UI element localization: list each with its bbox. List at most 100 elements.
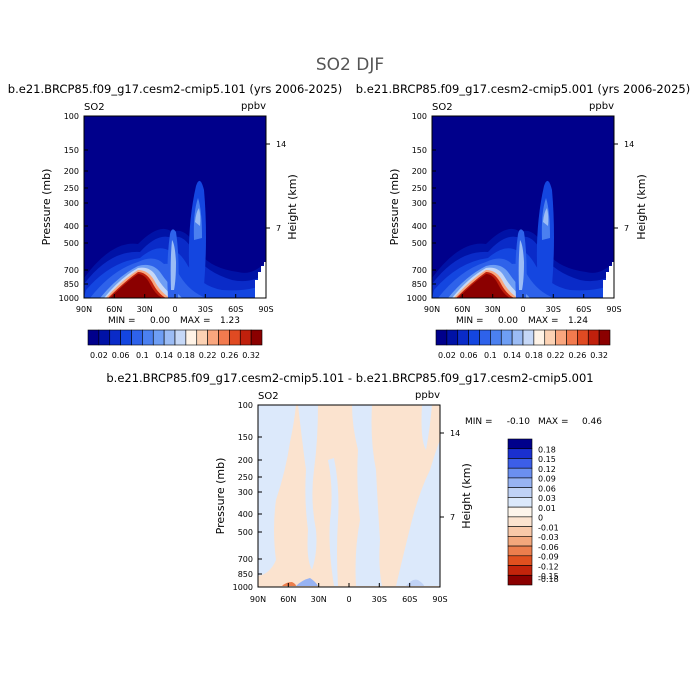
colorbar-swatch — [522, 329, 535, 346]
colorbar-swatch — [566, 329, 578, 346]
colorbar — [87, 329, 263, 346]
max-value: 0.46 — [582, 417, 602, 427]
x-tick-label: 90N — [424, 305, 440, 314]
colorbar-swatch — [500, 329, 513, 346]
y-tick-label: 500 — [64, 239, 79, 248]
x-tick-label: 60N — [106, 305, 122, 314]
colorbar-swatch — [507, 506, 533, 518]
colorbar-swatch — [468, 329, 480, 346]
x-tick-label: 90S — [606, 305, 621, 314]
colorbar-swatch — [446, 329, 459, 346]
y-tick-label: 100 — [64, 112, 79, 121]
colorbar-swatch — [120, 329, 132, 346]
max-label: MAX = — [180, 316, 211, 326]
min-value: -0.10 — [507, 417, 531, 427]
colorbar-label: 0.03 — [538, 494, 556, 503]
y-tick-label: 700 — [238, 555, 253, 564]
colorbar-labels: 0.18 0.15 0.12 0.09 0.06 0.03 0.01 0 -0.… — [538, 446, 559, 584]
contour-l9 — [110, 274, 162, 298]
colorbar — [435, 329, 611, 346]
colorbar-label: 0.26 — [568, 351, 586, 360]
colorbar-label: 0.1 — [136, 351, 149, 360]
colorbar-label: -0.03 — [538, 533, 559, 542]
x-axis: 90N 60N 30N 0 30S 60S 90S — [424, 294, 622, 314]
colorbar-swatch — [131, 329, 143, 346]
colorbar-swatch — [507, 458, 533, 469]
colorbar-swatch — [174, 329, 187, 346]
colorbar-label: 0.18 — [177, 351, 195, 360]
min-max-stats: MIN = -0.10 MAX = 0.46 — [465, 417, 602, 427]
plume-center-core — [170, 240, 176, 290]
colorbar-label: -0.06 — [538, 543, 559, 552]
colorbar-swatch — [507, 545, 533, 557]
y-right-tick-label: 14 — [276, 140, 286, 149]
colorbar-swatch — [98, 329, 111, 346]
x-tick-label: 60S — [228, 305, 243, 314]
x-axis: 90N 60N 30N 0 30S 60S 90S — [250, 583, 448, 604]
colorbar-swatch — [577, 329, 589, 346]
colorbar-swatch — [109, 329, 121, 346]
min-max-stats: MIN = 0.00 MAX = 1.24 — [456, 316, 588, 326]
colorbar-label: 0.32 — [242, 351, 260, 360]
x-tick-label: 30S — [546, 305, 561, 314]
min-label: MIN = — [456, 316, 484, 326]
panel-model-001: b.e21.BRCP85.f09_g17.cesm2-cmip5.001 (yr… — [356, 82, 690, 360]
negative-spot-surface — [296, 578, 318, 586]
negative-plume-south — [396, 440, 440, 586]
y-tick-label: 250 — [412, 184, 427, 193]
negative-region-equator — [352, 405, 382, 586]
y-tick-label: 150 — [64, 146, 79, 155]
negative-strip-north — [298, 405, 318, 570]
panel-model-101: b.e21.BRCP85.f09_g17.cesm2-cmip5.101 (yr… — [8, 82, 342, 360]
colorbar-swatch — [218, 329, 230, 346]
max-value: 1.23 — [220, 316, 240, 326]
colorbar-label: 0.14 — [155, 351, 173, 360]
colorbar-label: -0.09 — [538, 553, 559, 562]
y-tick-label: 1000 — [59, 294, 79, 303]
colorbar-swatch — [152, 329, 165, 346]
y-axis-right: 14 7 — [614, 140, 634, 233]
colorbar-label: 0.18 — [525, 351, 543, 360]
min-label: MIN = — [465, 417, 493, 427]
y-right-tick-label: 7 — [276, 224, 281, 233]
x-tick-label: 0 — [172, 305, 177, 314]
x-tick-label: 30S — [372, 595, 387, 604]
y-tick-label: 300 — [238, 488, 253, 497]
colorbar-swatch — [507, 526, 533, 537]
y-tick-label: 150 — [238, 433, 253, 442]
min-value: 0.00 — [150, 316, 170, 326]
colorbar-swatch — [163, 329, 176, 346]
variable-label: SO2 — [84, 102, 105, 113]
colorbar-label: 0.02 — [438, 351, 456, 360]
x-tick-label: 60S — [576, 305, 591, 314]
y-right-tick-label: 7 — [450, 513, 455, 522]
colorbar-swatch — [185, 329, 198, 346]
contour-field — [258, 405, 440, 587]
y-axis-left: 100 150 200 250 300 400 500 700 850 1000 — [407, 112, 436, 303]
y-tick-label: 500 — [238, 528, 253, 537]
y-tick-label: 300 — [412, 199, 427, 208]
y-axis-right: 14 7 — [440, 429, 460, 522]
y-right-tick-label: 14 — [450, 429, 460, 438]
colorbar-label: 0.02 — [90, 351, 108, 360]
colorbar-label: 0.15 — [538, 455, 556, 464]
colorbar-swatch — [479, 329, 491, 346]
colorbar-swatch — [533, 329, 546, 346]
colorbar-swatch — [87, 329, 100, 346]
colorbar-label: 0.32 — [590, 351, 608, 360]
colorbar-label: -0.15 — [538, 572, 559, 581]
x-tick-label: 90N — [76, 305, 92, 314]
x-tick-label: 30N — [137, 305, 153, 314]
x-tick-label: 60N — [280, 595, 296, 604]
colorbar-swatch — [250, 329, 263, 346]
colorbar-labels: 0.02 0.06 0.1 0.14 0.18 0.22 0.26 0.32 — [90, 351, 260, 360]
colorbar-label: 0.18 — [538, 446, 556, 455]
x-tick-label: 90S — [258, 305, 273, 314]
y-tick-label: 400 — [238, 510, 253, 519]
colorbar-label: 0.09 — [538, 475, 556, 484]
colorbar-label: 0.01 — [538, 504, 556, 513]
colorbar-swatch — [507, 467, 533, 479]
colorbar-swatch — [457, 329, 469, 346]
colorbar-label: 0 — [538, 514, 543, 523]
colorbar — [507, 438, 533, 586]
